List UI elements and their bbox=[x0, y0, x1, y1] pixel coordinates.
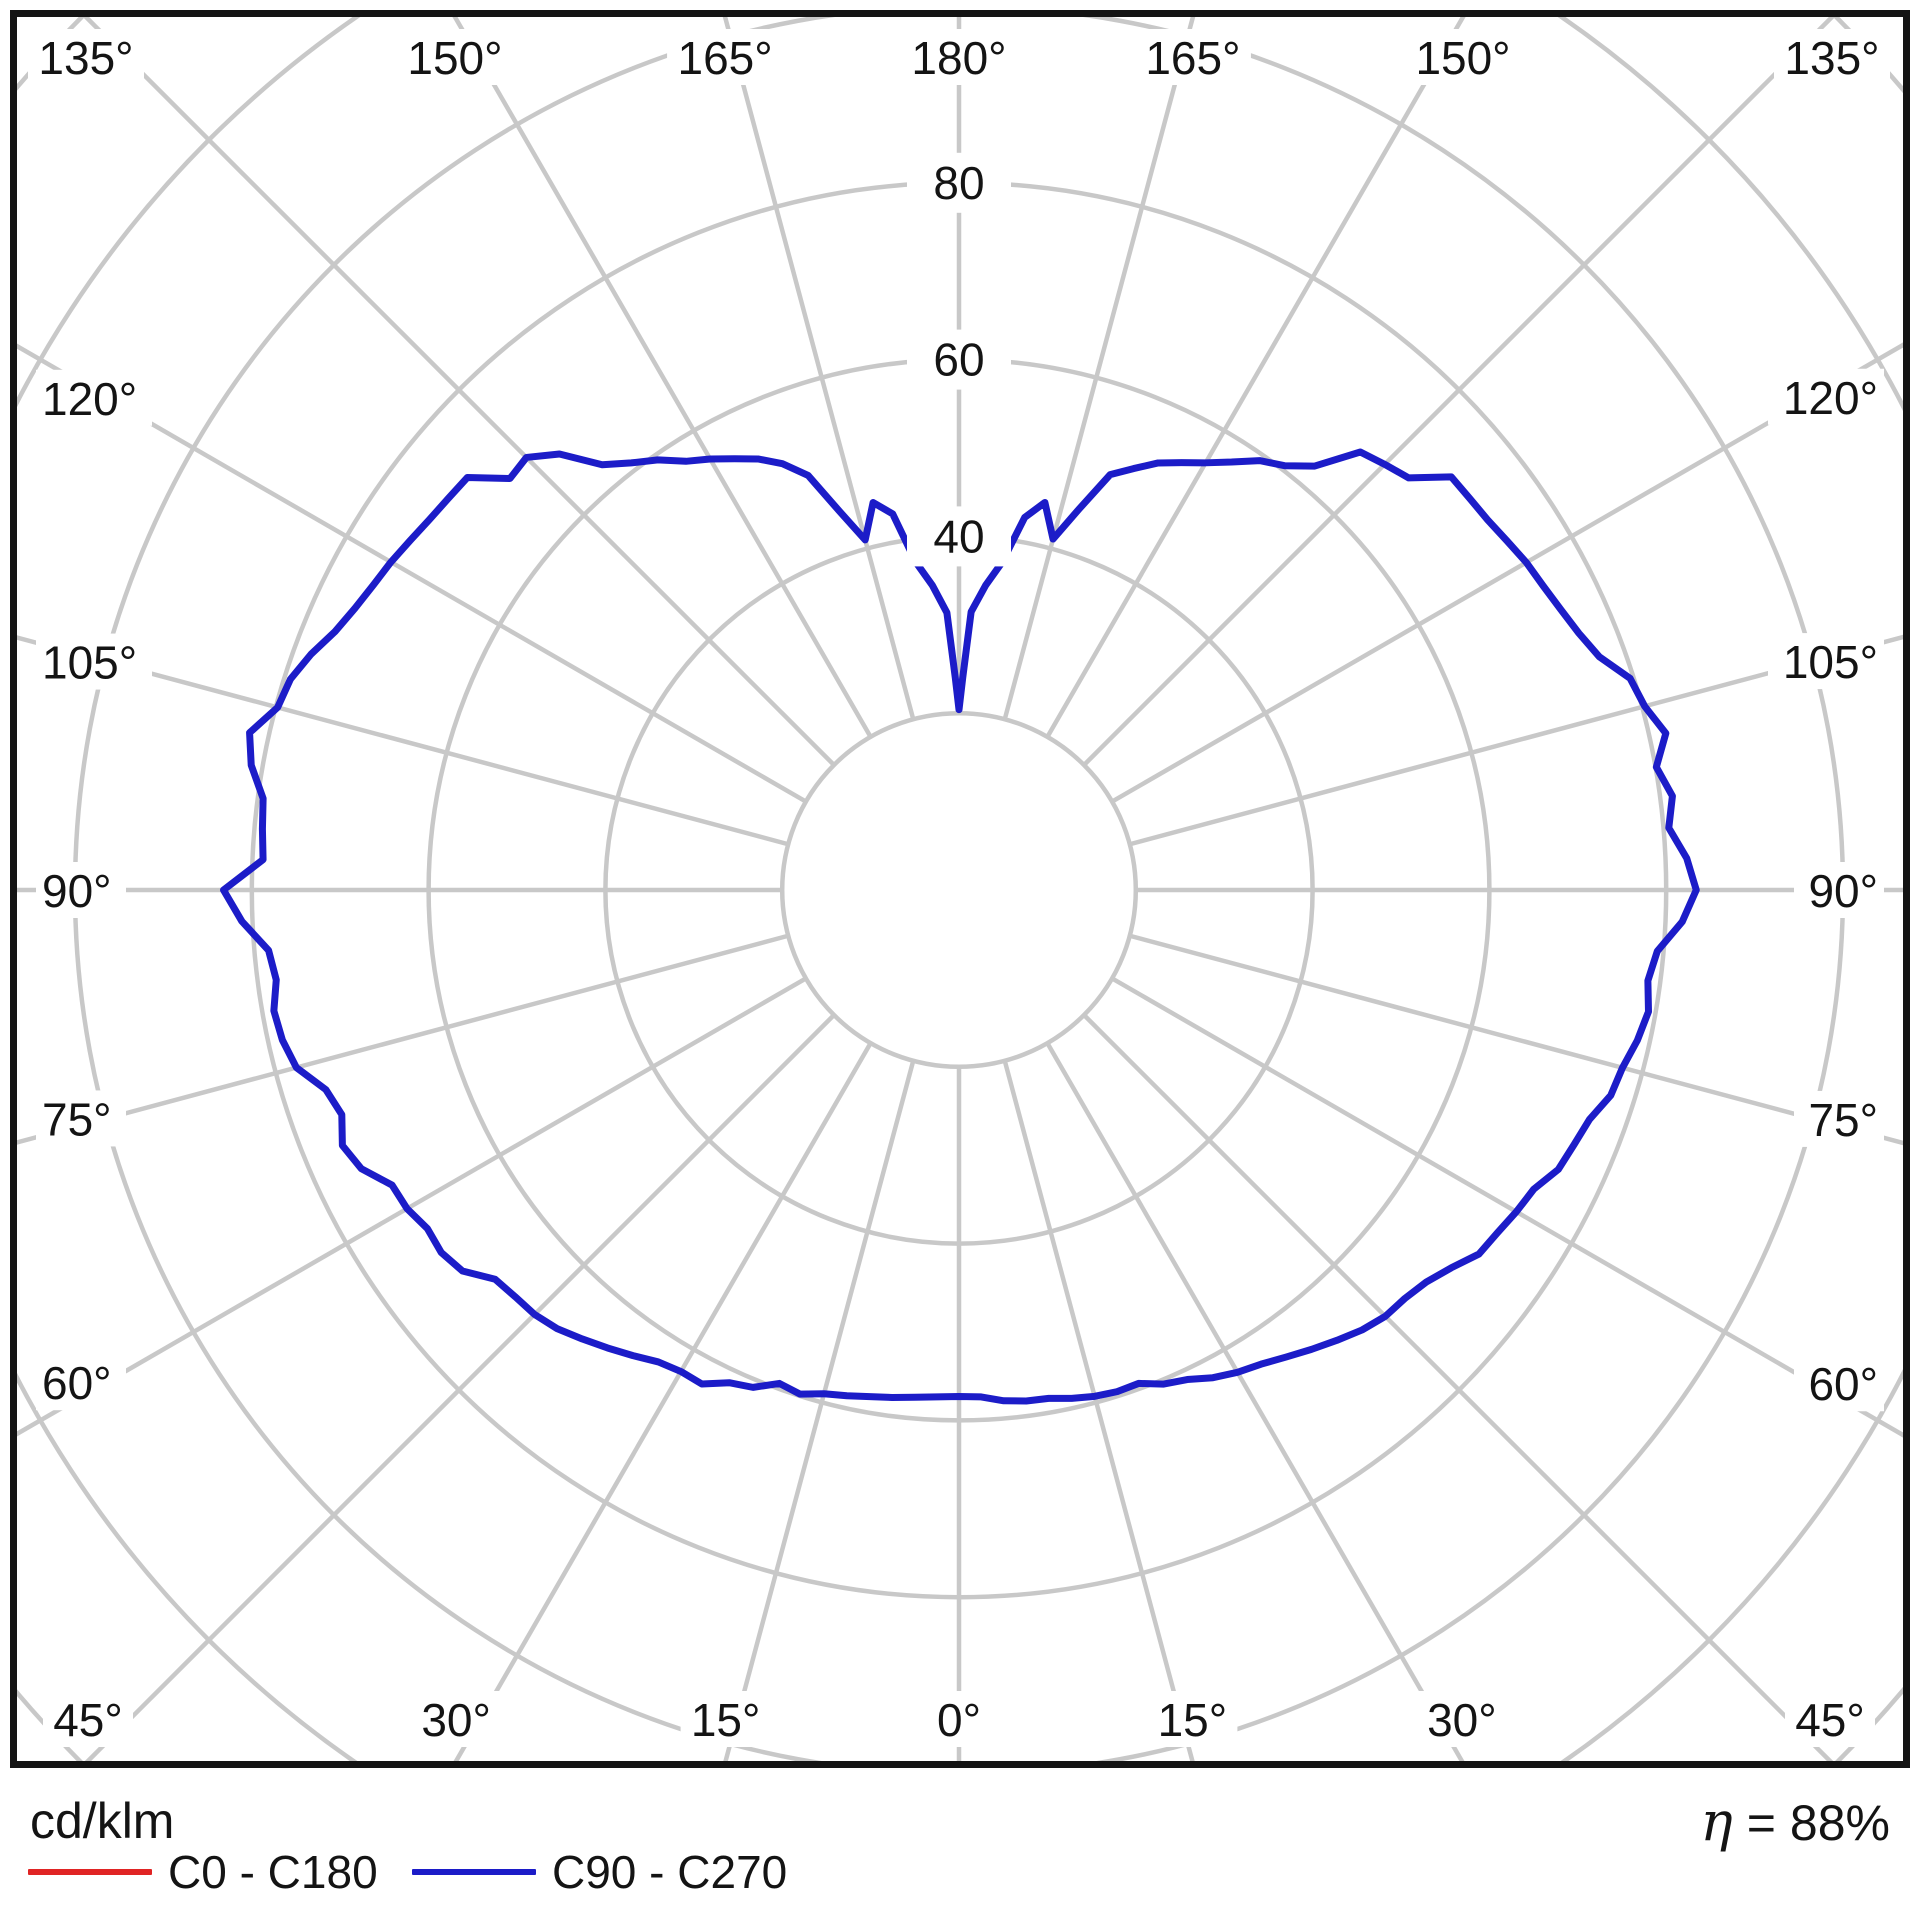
angle-label-90-left: 90° bbox=[42, 865, 112, 917]
angle-label-75-left: 75° bbox=[42, 1093, 112, 1145]
grid-spoke-255 bbox=[722, 17, 916, 720]
grid-spoke-300 bbox=[1045, 17, 1466, 739]
grid-spoke-135 bbox=[84, 1013, 836, 1761]
radial-tick-backing-40 bbox=[907, 506, 1011, 567]
angle-label-45-right: 45° bbox=[1795, 1694, 1865, 1746]
angle-label-15-right: 15° bbox=[1158, 1694, 1228, 1746]
angle-label-backing-150-right bbox=[1405, 29, 1522, 85]
grid-spoke-330 bbox=[1110, 342, 1903, 804]
angle-label-backing-45-right bbox=[1785, 1691, 1875, 1747]
legend-item-c0-c180: C0 - C180 bbox=[28, 1846, 378, 1898]
grid-spoke-120 bbox=[453, 1041, 873, 1761]
angle-label-165-right: 165° bbox=[1145, 32, 1240, 84]
legend-label-c90-c270: C90 - C270 bbox=[552, 1846, 788, 1898]
eta-symbol: η bbox=[1700, 1790, 1733, 1853]
angle-label-30-right: 30° bbox=[1427, 1694, 1497, 1746]
grid-spoke-30 bbox=[1110, 976, 1903, 1438]
angle-label-backing-60-left bbox=[36, 1354, 126, 1411]
angle-label-backing-135-right bbox=[1774, 29, 1890, 85]
angle-label-backing-45-left bbox=[43, 1691, 133, 1747]
angle-label-backing-135-left bbox=[28, 29, 144, 85]
angle-label-120-left: 120° bbox=[42, 373, 137, 425]
grid-spoke-195 bbox=[17, 635, 789, 847]
grid-spoke-165 bbox=[17, 933, 789, 1145]
angle-label-backing-15-right bbox=[1147, 1691, 1238, 1747]
angle-label-30-left: 30° bbox=[421, 1694, 491, 1746]
grid-spoke-75 bbox=[1002, 1060, 1195, 1761]
legend-label-c0-c180: C0 - C180 bbox=[168, 1846, 378, 1898]
plot-border bbox=[10, 10, 1910, 1768]
angle-label-backing-165-right bbox=[1134, 29, 1251, 85]
grid-spoke-345 bbox=[1129, 634, 1903, 847]
angle-label-135-right: 135° bbox=[1784, 32, 1879, 84]
angle-label-135-left: 135° bbox=[38, 32, 133, 84]
angle-label-backing-0-right bbox=[927, 1691, 991, 1747]
angle-label-backing-75-left bbox=[36, 1090, 126, 1147]
angle-label-165-left: 165° bbox=[678, 32, 773, 84]
angle-label-backing-60-right bbox=[1794, 1355, 1884, 1412]
angle-label-180-right: 180° bbox=[911, 32, 1006, 84]
grid-spoke-315 bbox=[1082, 17, 1836, 767]
angle-label-60-right: 60° bbox=[1808, 1358, 1878, 1410]
angle-label-backing-75-right bbox=[1794, 1090, 1884, 1147]
radial-tick-label-80: 80 bbox=[933, 157, 984, 209]
efficiency-readout: η = 88% bbox=[1700, 1790, 1890, 1853]
legend: C0 - C180 C90 - C270 bbox=[0, 1846, 1920, 1898]
angle-label-105-right: 105° bbox=[1783, 636, 1878, 688]
grid-spoke-225 bbox=[82, 17, 836, 767]
angle-label-60-left: 60° bbox=[42, 1357, 112, 1409]
grid-spoke-150 bbox=[17, 976, 808, 1437]
legend-item-c90-c270: C90 - C270 bbox=[412, 1846, 787, 1898]
angle-label-0-right: 0° bbox=[937, 1694, 981, 1746]
angle-label-75-right: 75° bbox=[1808, 1094, 1878, 1146]
angle-label-90-right: 90° bbox=[1808, 865, 1878, 917]
radial-tick-label-60: 60 bbox=[933, 334, 984, 386]
angle-label-backing-150-left bbox=[396, 29, 513, 85]
curve-c90-c270 bbox=[220, 448, 1700, 1405]
angle-label-150-left: 150° bbox=[407, 32, 502, 84]
angle-label-15-left: 15° bbox=[691, 1694, 761, 1746]
legend-line-red bbox=[28, 1869, 152, 1875]
angle-label-backing-165-left bbox=[667, 29, 784, 85]
eta-equals: = bbox=[1746, 1795, 1776, 1851]
angle-label-backing-120-right bbox=[1768, 368, 1884, 425]
angle-label-backing-120-left bbox=[36, 369, 152, 426]
angle-label-backing-90-right bbox=[1794, 862, 1884, 918]
legend-line-blue bbox=[412, 1869, 536, 1875]
angle-label-105-left: 105° bbox=[42, 637, 137, 689]
grid-spoke-15 bbox=[1129, 933, 1903, 1146]
angle-label-backing-105-left bbox=[36, 633, 152, 690]
radial-tick-label-40: 40 bbox=[933, 510, 984, 562]
angle-label-backing-105-right bbox=[1768, 633, 1884, 690]
grid-spoke-105 bbox=[723, 1060, 916, 1761]
angle-label-45-left: 45° bbox=[53, 1694, 123, 1746]
grid-spoke-285 bbox=[1002, 17, 1196, 720]
grid-spoke-210 bbox=[17, 343, 808, 804]
grid-spoke-240 bbox=[452, 17, 873, 739]
grid-spoke-60 bbox=[1045, 1041, 1465, 1761]
radial-tick-backing-80 bbox=[907, 152, 1011, 213]
angle-label-backing-180-right bbox=[901, 29, 1017, 85]
radial-tick-backing-60 bbox=[907, 329, 1011, 390]
angle-label-150-right: 150° bbox=[1415, 32, 1510, 84]
units-label: cd/klm bbox=[30, 1793, 175, 1849]
angle-label-120-right: 120° bbox=[1783, 372, 1878, 424]
eta-value: 88% bbox=[1789, 1795, 1890, 1851]
angle-label-backing-30-right bbox=[1416, 1691, 1507, 1747]
grid-spoke-45 bbox=[1082, 1013, 1834, 1761]
grid-circle-20 bbox=[779, 710, 1139, 1070]
angle-label-backing-90-left bbox=[36, 862, 126, 918]
angle-label-backing-15-left bbox=[680, 1691, 771, 1747]
angle-label-backing-30-left bbox=[411, 1691, 502, 1747]
